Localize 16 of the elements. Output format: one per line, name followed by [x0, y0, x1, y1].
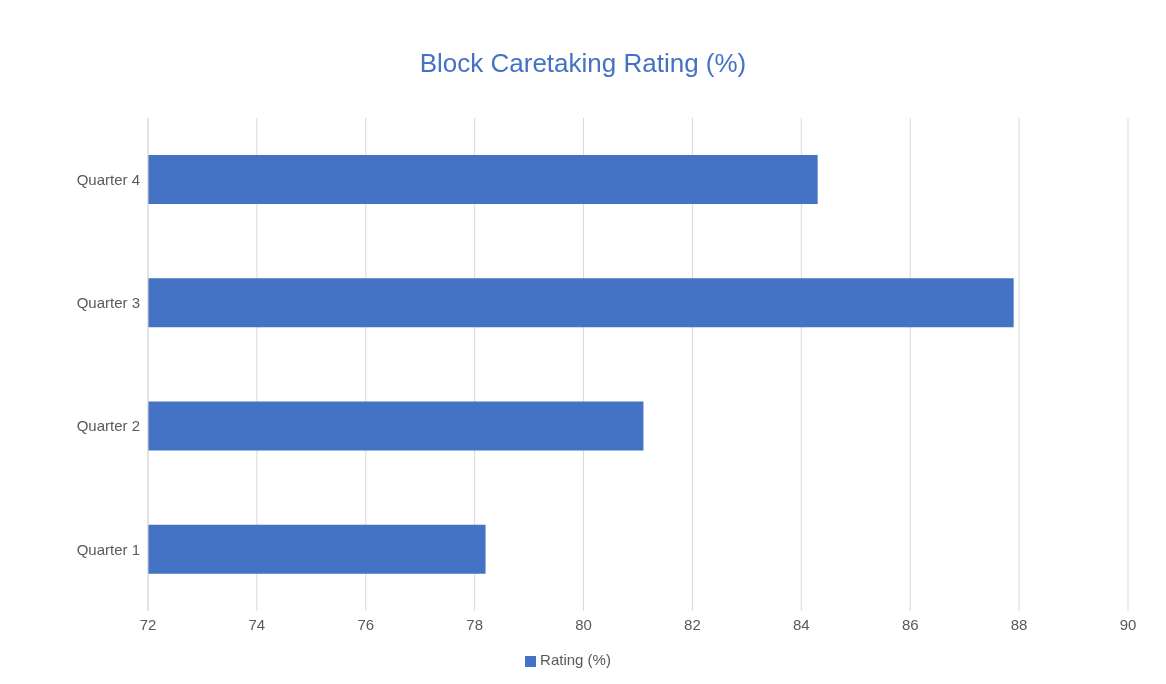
- y-tick-label: Quarter 4: [76, 170, 140, 188]
- x-tick-label: 84: [792, 615, 810, 633]
- y-tick-label: Quarter 3: [76, 294, 140, 312]
- chart-title: Block Caretaking Rating (%): [418, 47, 748, 80]
- x-tick-label: 78: [466, 615, 484, 633]
- x-tick-label: 82: [684, 615, 701, 633]
- x-tick-label: 90: [1119, 615, 1137, 633]
- x-tick-label: 74: [248, 615, 266, 633]
- legend-label: Rating (%): [540, 651, 611, 668]
- y-tick-label: Quarter 1: [76, 540, 140, 558]
- x-tick-label: 72: [139, 615, 157, 633]
- y-tick-label: Quarter 2: [76, 417, 140, 435]
- x-tick-label: 88: [1010, 615, 1028, 633]
- x-tick-label: 80: [575, 615, 592, 633]
- x-tick-label: 76: [357, 615, 375, 633]
- x-tick-label: 86: [901, 615, 919, 633]
